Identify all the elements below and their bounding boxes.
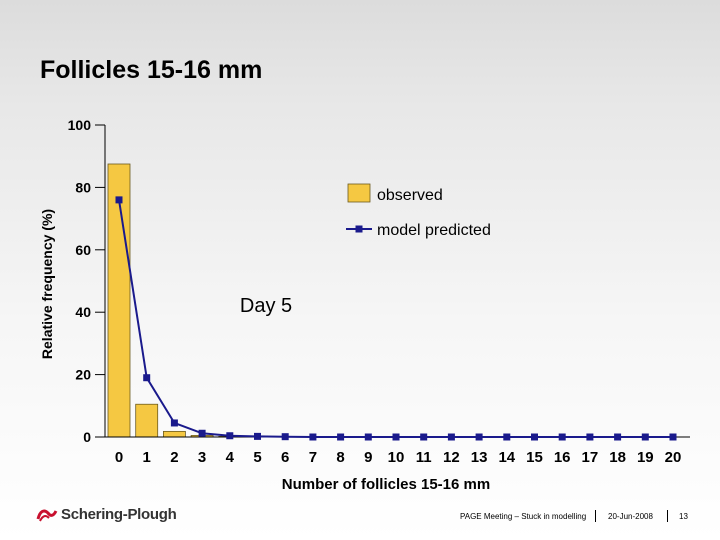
page-number: 13 bbox=[679, 512, 688, 521]
point-model-predicted bbox=[669, 433, 677, 441]
x-tick-label: 9 bbox=[364, 449, 372, 466]
point-model-predicted bbox=[309, 433, 317, 441]
x-tick-label: 10 bbox=[388, 449, 405, 466]
x-tick-label: 12 bbox=[443, 449, 460, 466]
x-tick-label: 19 bbox=[637, 449, 654, 466]
point-model-predicted bbox=[198, 429, 206, 437]
point-model-predicted bbox=[475, 433, 483, 441]
bar-observed bbox=[162, 430, 186, 438]
x-tick-label: 14 bbox=[498, 449, 515, 466]
x-tick-label: 3 bbox=[198, 449, 206, 466]
point-model-predicted bbox=[503, 433, 511, 441]
point-model-predicted bbox=[115, 196, 123, 204]
y-tick-label: 100 bbox=[68, 117, 92, 133]
y-tick-label: 40 bbox=[75, 304, 91, 320]
footer-divider bbox=[667, 510, 668, 522]
legend-swatch-observed bbox=[347, 183, 371, 203]
point-model-predicted bbox=[531, 433, 538, 441]
point-model-predicted bbox=[281, 433, 289, 441]
y-tick-label: 20 bbox=[75, 367, 91, 383]
x-tick-label: 7 bbox=[309, 449, 317, 466]
point-model-predicted bbox=[586, 433, 594, 441]
slide-title: Follicles 15-16 mm bbox=[40, 56, 263, 84]
point-model-predicted bbox=[337, 433, 345, 441]
logo-text: Schering-Plough bbox=[61, 506, 177, 523]
point-model-predicted bbox=[420, 433, 428, 441]
x-tick-label: 20 bbox=[665, 449, 682, 466]
footer: Schering-Plough PAGE Meeting – Stuck in … bbox=[0, 504, 720, 530]
legend-label-observed: observed bbox=[377, 187, 443, 204]
x-tick-label: 1 bbox=[143, 449, 151, 466]
x-tick-label: 0 bbox=[115, 449, 123, 466]
x-tick-label: 2 bbox=[170, 449, 178, 466]
x-axis-label: Number of follicles 15-16 mm bbox=[281, 476, 491, 493]
bar-observed bbox=[135, 403, 159, 438]
point-model-predicted bbox=[226, 432, 234, 440]
legend-label-model-predicted: model predicted bbox=[377, 222, 491, 239]
x-tick-label: 11 bbox=[416, 449, 432, 466]
x-tick-label: 8 bbox=[336, 449, 344, 466]
y-tick-label: 80 bbox=[75, 179, 91, 195]
x-tick-label: 15 bbox=[526, 449, 543, 466]
point-model-predicted bbox=[641, 433, 649, 441]
point-model-predicted bbox=[364, 433, 372, 441]
point-model-predicted bbox=[614, 433, 622, 441]
meeting-label: PAGE Meeting – Stuck in modelling bbox=[460, 512, 587, 521]
company-logo: Schering-Plough bbox=[36, 506, 177, 523]
x-tick-label: 13 bbox=[471, 449, 488, 466]
point-model-predicted bbox=[254, 432, 261, 440]
x-tick-label: 18 bbox=[609, 449, 626, 466]
footer-divider bbox=[595, 510, 596, 522]
point-model-predicted bbox=[447, 433, 455, 441]
x-tick-label: 5 bbox=[253, 449, 261, 466]
y-tick-label: 60 bbox=[75, 242, 91, 258]
x-tick-label: 6 bbox=[281, 449, 289, 466]
point-model-predicted bbox=[170, 419, 178, 427]
date-label: 20-Jun-2008 bbox=[608, 512, 653, 521]
legend-marker-model bbox=[355, 225, 363, 233]
day-annotation: Day 5 bbox=[240, 295, 292, 317]
schering-plough-icon bbox=[36, 509, 58, 521]
y-tick-label: 0 bbox=[83, 429, 91, 445]
point-model-predicted bbox=[392, 433, 400, 441]
point-model-predicted bbox=[558, 433, 566, 441]
x-tick-label: 4 bbox=[226, 449, 235, 466]
x-tick-label: 16 bbox=[554, 449, 571, 466]
point-model-predicted bbox=[143, 374, 151, 382]
x-tick-label: 17 bbox=[582, 449, 599, 466]
